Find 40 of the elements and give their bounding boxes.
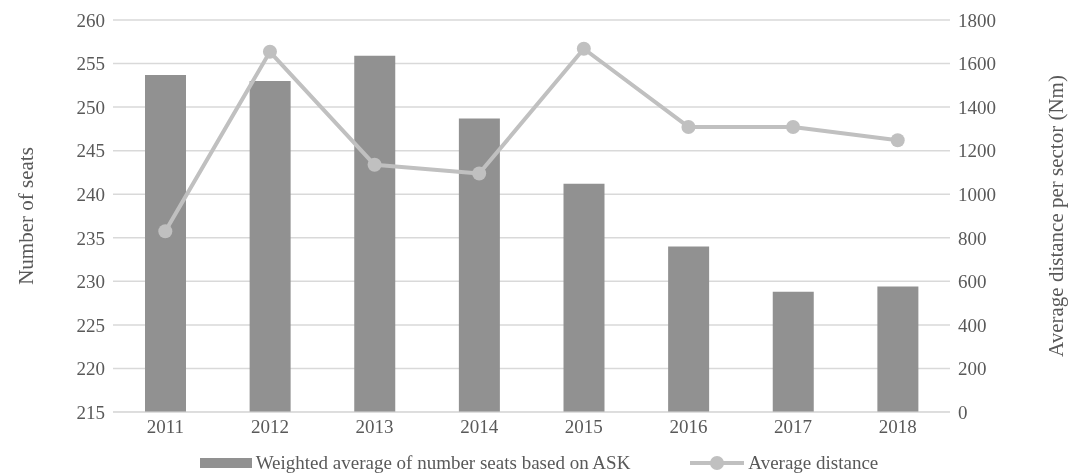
point xyxy=(367,157,382,172)
legend-label: Average distance xyxy=(748,452,879,474)
x-tick-label: 2012 xyxy=(250,416,289,438)
y-tick-label: 245 xyxy=(76,140,105,162)
y2-tick-label: 0 xyxy=(958,401,968,423)
y2-tick-label: 400 xyxy=(958,314,987,336)
x-tick-label: 2011 xyxy=(146,416,184,438)
x-tick-label: 2015 xyxy=(564,416,603,438)
y2-tick-label: 1600 xyxy=(958,53,996,75)
y2-tick-label: 1800 xyxy=(958,9,996,31)
x-tick-label: 2016 xyxy=(669,416,708,438)
point xyxy=(158,224,173,239)
y-tick-label: 215 xyxy=(76,401,105,423)
y-axis-title: Number of seats xyxy=(14,147,39,285)
y2-tick-label: 1400 xyxy=(958,96,996,118)
x-tick-label: 2014 xyxy=(460,416,499,438)
y-tick-label: 255 xyxy=(76,53,105,75)
point xyxy=(576,41,591,56)
y2-tick-label: 1200 xyxy=(958,140,996,162)
y2-axis-title: Average distance per sector (Nm) xyxy=(1044,75,1069,357)
y-tick-label: 250 xyxy=(76,96,105,118)
point xyxy=(890,133,905,148)
y-tick-label: 240 xyxy=(76,183,105,205)
legend-label: Weighted average of number seats based on ASK xyxy=(255,452,631,474)
point xyxy=(262,44,277,59)
y2-tick-label: 800 xyxy=(958,227,987,249)
y-tick-label: 230 xyxy=(76,271,105,293)
y-tick-label: 220 xyxy=(76,358,105,380)
y-tick-label: 225 xyxy=(76,314,105,336)
point xyxy=(786,119,801,134)
y2-tick-label: 1000 xyxy=(958,183,996,205)
x-tick-label: 2017 xyxy=(774,416,813,438)
x-tick-label: 2018 xyxy=(878,416,917,438)
x-tick-label: 2013 xyxy=(355,416,394,438)
point xyxy=(681,119,696,134)
y-tick-label: 235 xyxy=(76,227,105,249)
point xyxy=(472,166,487,181)
y2-tick-label: 200 xyxy=(958,358,987,380)
y-tick-label: 260 xyxy=(76,9,105,31)
y2-tick-label: 600 xyxy=(958,271,987,293)
